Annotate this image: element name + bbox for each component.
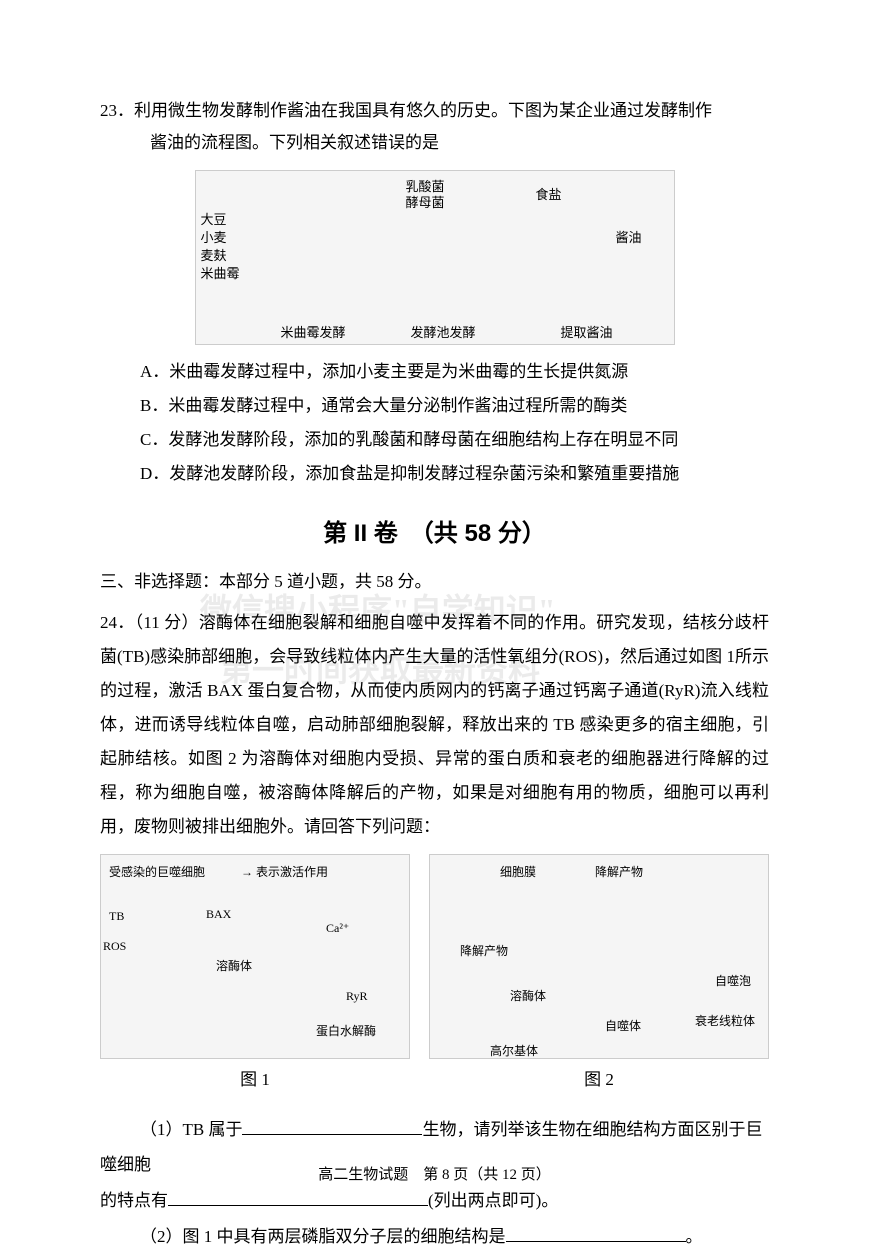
fig1-ros: ROS <box>103 935 126 958</box>
q23-option-d: D．发酵池发酵阶段，添加食盐是抑制发酵过程杂菌污染和繁殖重要措施 <box>140 457 769 491</box>
q23-stem-line1: 利用微生物发酵制作酱油在我国具有悠久的历史。下图为某企业通过发酵制作 <box>134 101 712 120</box>
q24-sub2: （2）图 1 中具有两层磷脂双分子层的细胞结构是 。 <box>100 1219 769 1255</box>
fig2-product: 降解产物 <box>595 861 643 884</box>
q23-output: 酱油 <box>616 226 642 251</box>
q23-stage3: 提取酱油 <box>561 321 613 346</box>
q24-sub1-pre: （1）TB 属于 <box>140 1120 242 1139</box>
fig2-membrane: 细胞膜 <box>500 861 536 884</box>
q24-sub2-pre: （2）图 1 中具有两层磷脂双分子层的细胞结构是 <box>140 1227 506 1246</box>
q23-number: 23． <box>100 101 134 120</box>
q23-stage2: 发酵池发酵 <box>411 321 476 346</box>
q23-add1: 乳酸菌 酵母菌 <box>406 179 445 213</box>
fig2-mito: 衰老线粒体 <box>695 1010 755 1033</box>
section2-subtitle: 三、非选择题：本部分 5 道小题，共 58 分。 <box>100 566 769 598</box>
fig2-vacuole: 自噬泡 <box>715 970 751 993</box>
section2-title: 第 II 卷 （共 58 分） <box>100 511 769 557</box>
q24-body: 24．（11 分）溶酶体在细胞裂解和细胞自噬中发挥着不同的作用。研究发现，结核分… <box>100 606 769 844</box>
fig1-arrow: → 表示激活作用 <box>241 861 328 884</box>
q23-diagram-labels: 大豆 小麦 麦麸 米曲霉 米曲霉发酵 乳酸菌 酵母菌 发酵池发酵 食盐 酱油 提… <box>196 171 674 344</box>
q24-sub1-l2-post: (列出两点即可)。 <box>428 1191 558 1210</box>
q23-diagram: 大豆 小麦 麦麸 米曲霉 米曲霉发酵 乳酸菌 酵母菌 发酵池发酵 食盐 酱油 提… <box>195 170 675 345</box>
fig1-lysosome: 溶酶体 <box>216 955 252 978</box>
fig2-product2: 降解产物 <box>460 940 508 963</box>
fig1-ryr: RyR <box>346 985 368 1008</box>
q24-sub2-post: 。 <box>686 1227 703 1246</box>
fig1-enzyme: 蛋白水解酶 <box>316 1020 376 1043</box>
q24-text: 溶酶体在细胞裂解和细胞自噬中发挥着不同的作用。研究发现，结核分歧杆菌(TB)感染… <box>100 613 769 836</box>
fig1-bax: BAX <box>206 903 231 926</box>
q24-number: 24． <box>100 613 135 632</box>
fig1-title: 受感染的巨噬细胞 <box>109 861 205 884</box>
fig2-autophagosome: 自噬体 <box>605 1015 641 1038</box>
q24-points: （11 分） <box>135 613 199 632</box>
q23-inputs: 大豆 小麦 麦麸 米曲霉 <box>201 211 240 284</box>
fig1-ca: Ca²⁺ <box>326 917 349 940</box>
q24-figure-1: 受感染的巨噬细胞 → 表示激活作用 TB ROS BAX Ca²⁺ 溶酶体 Ry… <box>100 854 410 1059</box>
page-footer: 高二生物试题 第 8 页（共 12 页） <box>0 1161 869 1190</box>
q23-option-a: A．米曲霉发酵过程中，添加小麦主要是为米曲霉的生长提供氮源 <box>140 355 769 389</box>
q23-stem-line2: 酱油的流程图。下列相关叙述错误的是 <box>100 127 769 159</box>
fig1-tb: TB <box>109 905 124 928</box>
fig2-golgi: 高尔基体 <box>490 1040 538 1063</box>
q24-sub1-l2-pre: 的特点有 <box>100 1191 168 1210</box>
fig2-lysosome: 溶酶体 <box>510 985 546 1008</box>
fig2-caption: 图 2 <box>429 1064 769 1096</box>
q23-option-b: B．米曲霉发酵过程中，通常会大量分泌制作酱油过程所需的酶类 <box>140 389 769 423</box>
q23-option-c: C．发酵池发酵阶段，添加的乳酸菌和酵母菌在细胞结构上存在明显不同 <box>140 423 769 457</box>
blank-1 <box>242 1114 422 1134</box>
blank-3 <box>506 1221 686 1241</box>
fig1-caption: 图 1 <box>100 1064 410 1096</box>
q23-stem: 23．利用微生物发酵制作酱油在我国具有悠久的历史。下图为某企业通过发酵制作 酱油… <box>100 95 769 160</box>
q23-add2: 食盐 <box>536 183 562 208</box>
q24-caption-row: 图 1 图 2 <box>100 1064 769 1096</box>
q23-options: A．米曲霉发酵过程中，添加小麦主要是为米曲霉的生长提供氮源 B．米曲霉发酵过程中… <box>140 355 769 491</box>
q24-figure-row: 受感染的巨噬细胞 → 表示激活作用 TB ROS BAX Ca²⁺ 溶酶体 Ry… <box>100 854 769 1059</box>
q24-figure-2: 细胞膜 降解产物 降解产物 溶酶体 自噬体 自噬泡 衰老线粒体 高尔基体 <box>429 854 769 1059</box>
q23-stage1: 米曲霉发酵 <box>281 321 346 346</box>
